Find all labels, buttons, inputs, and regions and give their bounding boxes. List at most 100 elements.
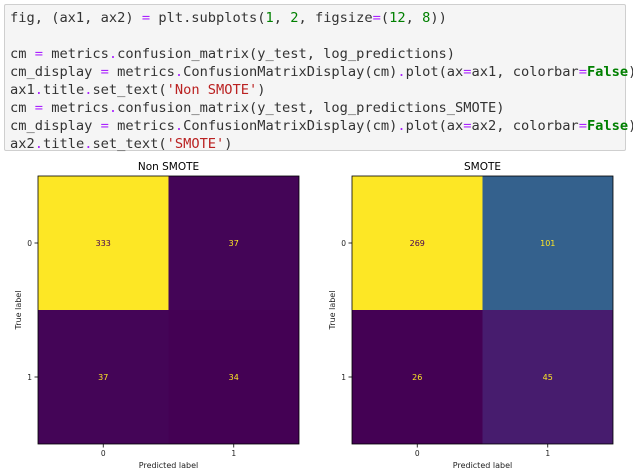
x-tick-label: 0 [415, 449, 420, 458]
axes-frame [351, 175, 614, 445]
code-token: . [108, 100, 118, 116]
y-axis-label: True label [14, 291, 23, 331]
cell-value: 45 [543, 373, 553, 382]
code-cell[interactable]: fig, (ax1, ax2) = plt.subplots(1, 2, fig… [4, 4, 633, 153]
code-token: plt.subplots( [150, 10, 266, 26]
matrix-cell [168, 310, 299, 444]
code-token: ax1, colorbar [471, 64, 579, 80]
code-token: False [586, 118, 629, 134]
code-token: ax2, colorbar [471, 118, 579, 134]
code-token: plot(ax [405, 64, 464, 80]
code-token: = [463, 64, 472, 80]
code-token: = [34, 46, 43, 62]
code-line: cm_display = metrics.ConfusionMatrixDisp… [10, 63, 633, 81]
code-token: = [578, 64, 587, 80]
y-tick-label: 1 [341, 373, 346, 382]
code-token: , [405, 10, 423, 26]
code-token: title [42, 136, 85, 152]
code-token: = [141, 10, 151, 26]
x-tick-label: 1 [231, 449, 236, 458]
code-token: 8 [422, 10, 431, 26]
cell-value: 34 [229, 373, 239, 382]
code-token: cm [10, 100, 35, 116]
code-token: fig, (ax1, ax2) [10, 10, 142, 26]
code-token: ax1 [10, 82, 35, 98]
x-tick-label: 1 [545, 449, 550, 458]
y-axis-label: True label [328, 291, 337, 331]
code-token: ( [380, 10, 390, 26]
matrix-cell [352, 310, 483, 444]
cell-value: 101 [540, 239, 555, 248]
axes-frame [37, 175, 300, 445]
code-token: )) [430, 10, 447, 26]
code-token: . [84, 82, 93, 98]
matrix-cell [482, 176, 613, 310]
code-token: , figsize [298, 10, 373, 26]
code-token: . [34, 82, 43, 98]
x-tick-label: 0 [101, 449, 106, 458]
code-token: set_text( [92, 82, 167, 98]
code-token: cm_display [10, 64, 101, 80]
code-token: . [174, 64, 184, 80]
code-token: . [34, 136, 43, 152]
code-line: ax1.title.set_text('Non SMOTE') [10, 81, 266, 99]
code-token: ax2 [10, 136, 35, 152]
code-token: 'SMOTE' [166, 136, 225, 152]
code-token: = [100, 64, 109, 80]
code-token: confusion_matrix(y_test, log_predictions… [117, 100, 505, 116]
matrix-cell [38, 176, 169, 310]
y-tick-label: 1 [27, 373, 32, 382]
matrix-cell [38, 310, 169, 444]
code-token: ConfusionMatrixDisplay(cm) [183, 118, 398, 134]
code-token: metrics [42, 46, 109, 62]
code-token: = [100, 118, 109, 134]
cell-value: 37 [98, 373, 108, 382]
code-token: metrics [42, 100, 109, 116]
cell-value: 26 [412, 373, 422, 382]
code-token: , [273, 10, 291, 26]
code-token: cm_display [10, 118, 101, 134]
code-token: = [372, 10, 381, 26]
x-axis-label: Predicted label [453, 461, 512, 470]
code-token: . [108, 46, 118, 62]
code-token: False [586, 64, 629, 80]
code-token: 'Non SMOTE' [166, 82, 258, 98]
x-axis-label: Predicted label [139, 461, 198, 470]
code-token: ) [628, 64, 633, 80]
code-token: 12 [389, 10, 406, 26]
matrix-cell [482, 310, 613, 444]
code-token: title [42, 82, 85, 98]
code-token: ) [224, 136, 233, 152]
code-token: set_text( [92, 136, 167, 152]
code-token: . [174, 118, 184, 134]
cell-value: 333 [96, 239, 111, 248]
code-token: = [463, 118, 472, 134]
y-tick-label: 0 [341, 239, 346, 248]
code-line: cm = metrics.confusion_matrix(y_test, lo… [10, 45, 455, 63]
code-token: 1 [265, 10, 274, 26]
code-line: cm = metrics.confusion_matrix(y_test, lo… [10, 99, 504, 117]
code-token: ) [257, 82, 266, 98]
cell-value: 37 [229, 239, 239, 248]
code-token: = [34, 100, 43, 116]
code-token: ) [628, 118, 633, 134]
axes-title: Non SMOTE [138, 161, 199, 173]
code-token: . [84, 136, 93, 152]
axes-title: SMOTE [464, 161, 501, 173]
code-line: ax2.title.set_text('SMOTE') [10, 135, 233, 153]
matrix-cell [352, 176, 483, 310]
cell-value: 269 [410, 239, 425, 248]
code-line: fig, (ax1, ax2) = plt.subplots(1, 2, fig… [10, 9, 447, 27]
code-token: ConfusionMatrixDisplay(cm) [183, 64, 398, 80]
code-token: . [397, 64, 406, 80]
code-token: metrics [108, 64, 175, 80]
code-token: 2 [290, 10, 299, 26]
code-token: metrics [108, 118, 175, 134]
code-line: cm_display = metrics.ConfusionMatrixDisp… [10, 117, 633, 135]
code-token: confusion_matrix(y_test, log_predictions… [117, 46, 456, 62]
code-token: plot(ax [405, 118, 464, 134]
code-token: = [578, 118, 587, 134]
matrix-cell [168, 176, 299, 310]
y-tick-label: 0 [27, 239, 32, 248]
